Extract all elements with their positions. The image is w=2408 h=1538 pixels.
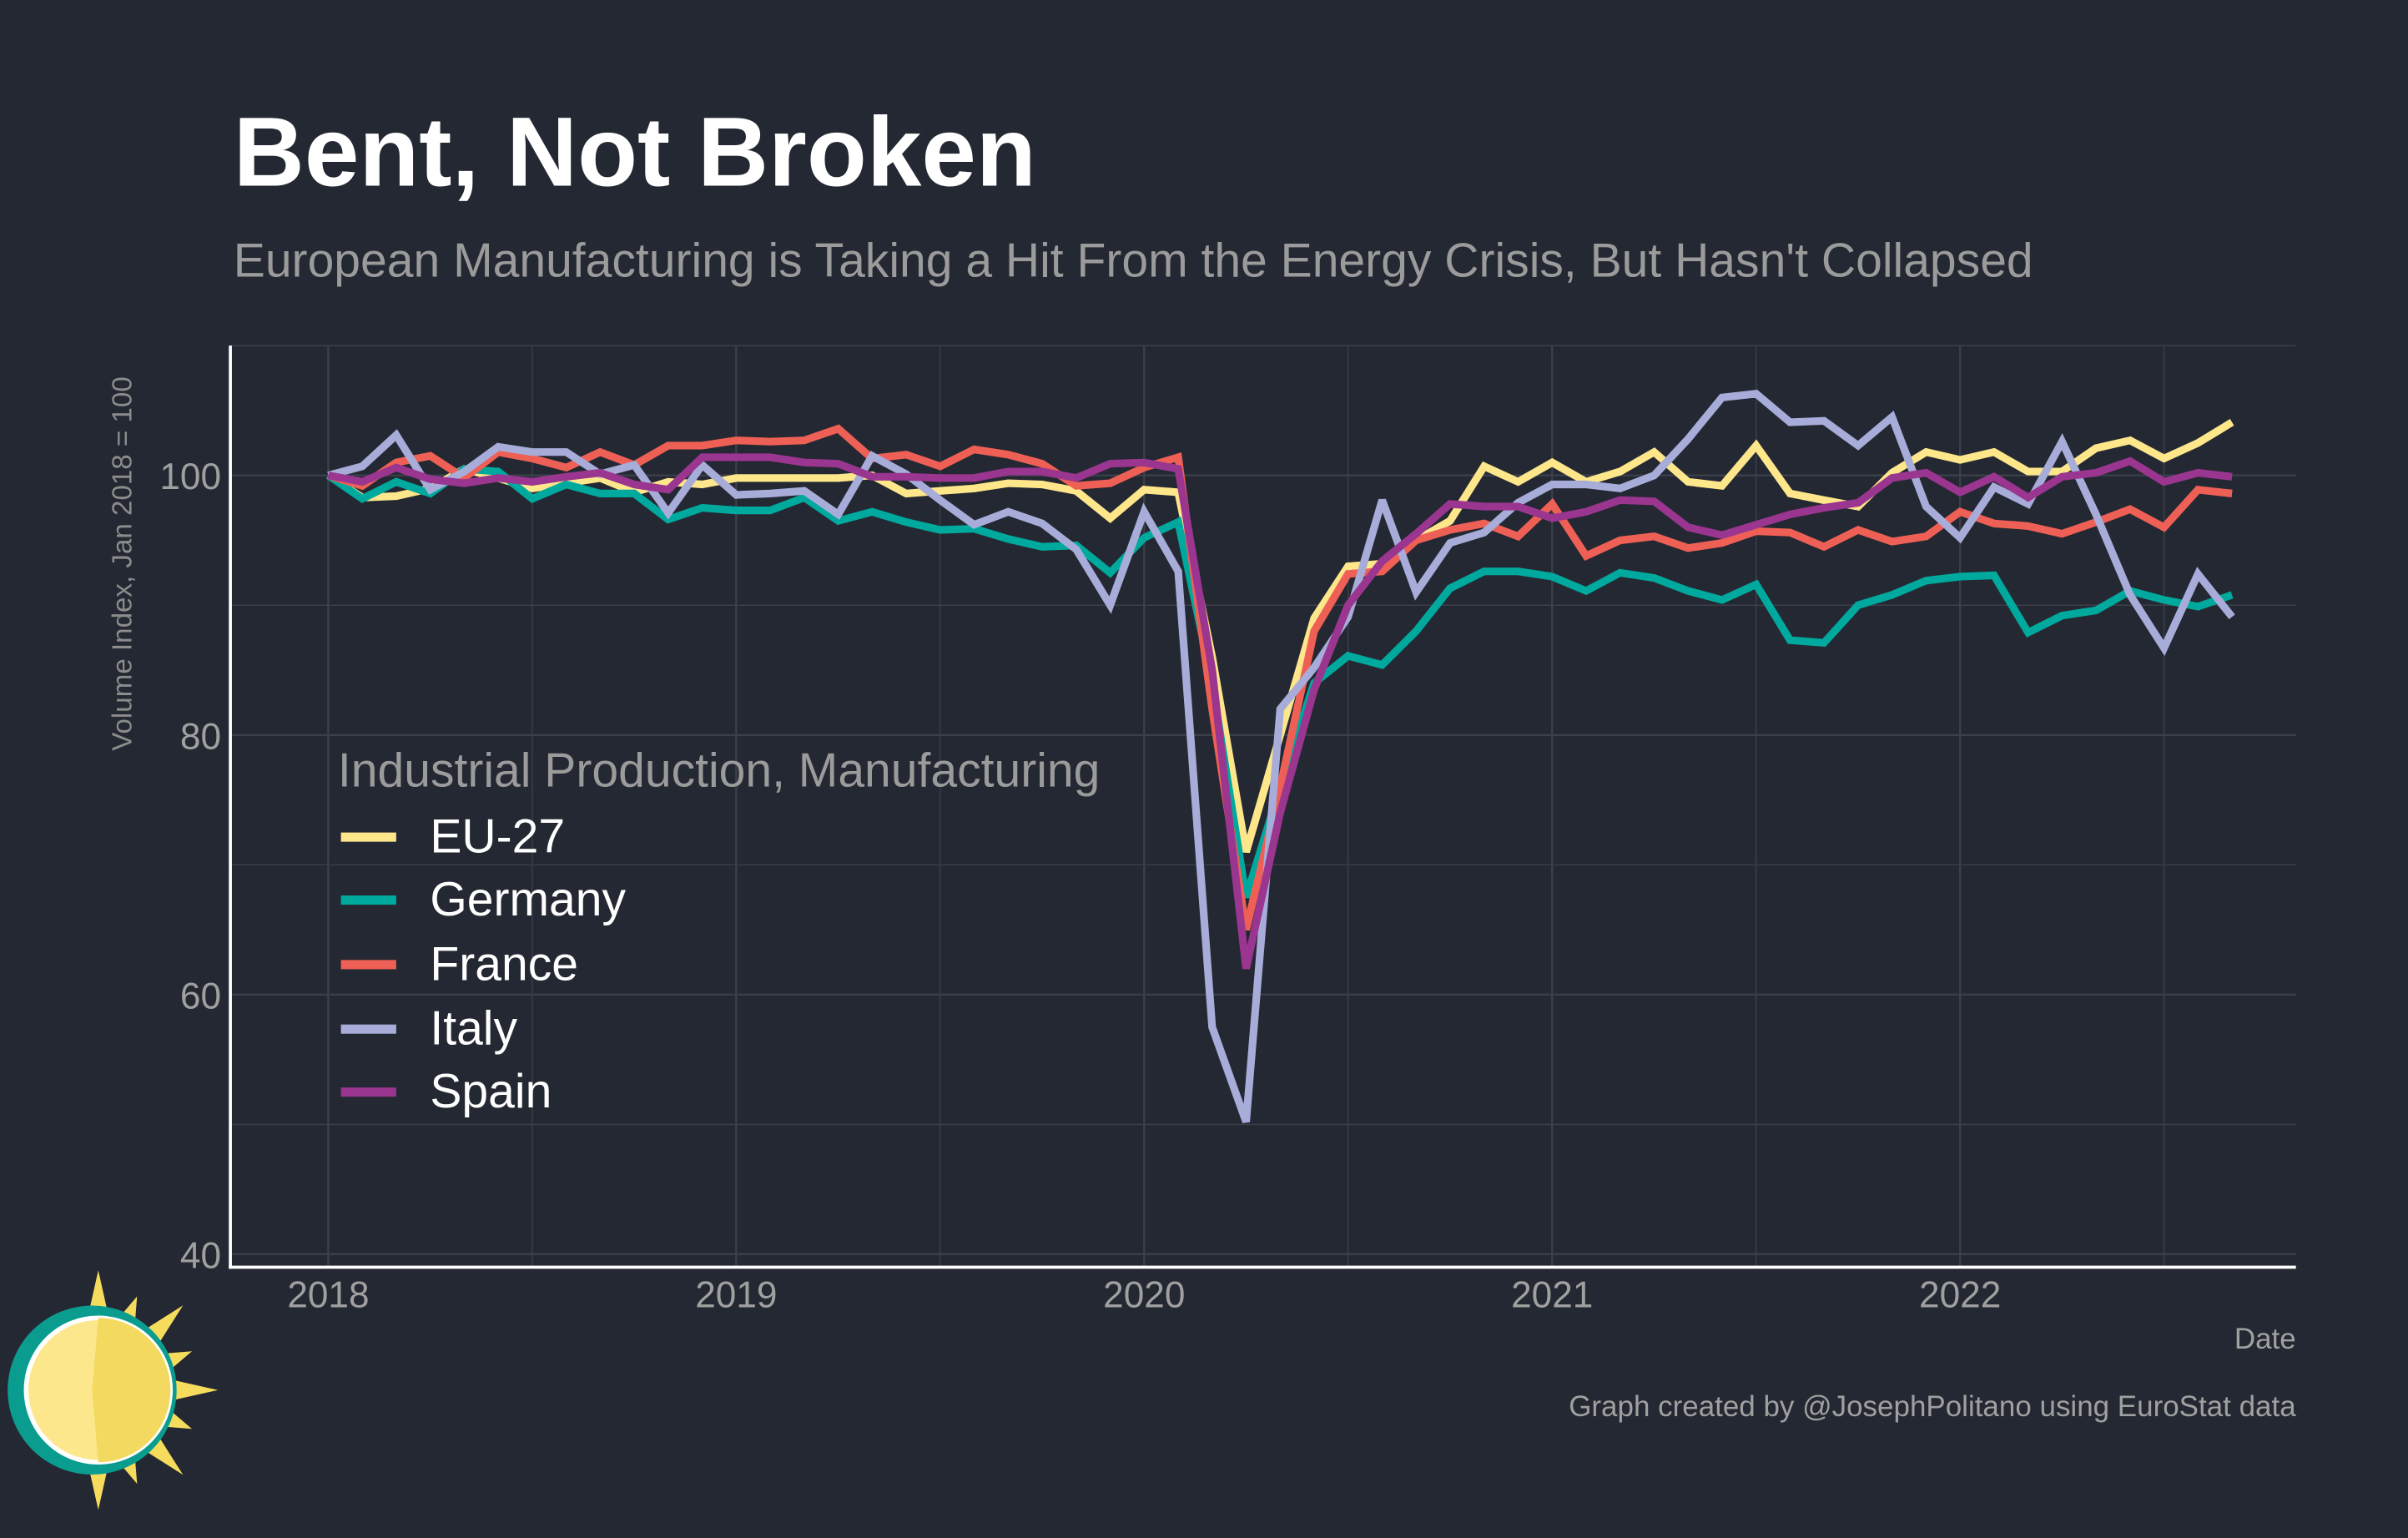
sun-icon <box>8 1270 219 1510</box>
legend-label: France <box>430 936 578 991</box>
legend-label: Germany <box>430 873 627 927</box>
x-tick-label: 2021 <box>1511 1274 1593 1315</box>
legend-item: Spain <box>338 1061 1100 1125</box>
y-tick-label: 80 <box>180 716 221 757</box>
x-tick-label: 2022 <box>1919 1274 2001 1315</box>
x-tick-label: 2018 <box>287 1274 369 1315</box>
legend-item: France <box>338 933 1100 997</box>
legend-swatch <box>340 895 396 905</box>
chart-subtitle: European Manufacturing is Taking a Hit F… <box>233 233 2033 288</box>
x-tick-label: 2020 <box>1103 1274 1185 1315</box>
legend-swatch <box>340 1087 396 1097</box>
series-line-spain <box>327 453 2233 970</box>
source-caption: Graph created by @JosephPolitano using E… <box>1569 1391 2296 1425</box>
legend-label: Italy <box>430 1001 518 1055</box>
x-axis-label: Date <box>2234 1324 2296 1357</box>
legend-swatch <box>340 960 396 970</box>
x-tick-label: 2019 <box>695 1274 777 1315</box>
legend-item: EU-27 <box>338 804 1100 869</box>
legend-swatch <box>340 832 396 842</box>
y-tick-label: 60 <box>180 976 221 1016</box>
legend: Industrial Production, Manufacturing EU-… <box>338 744 1100 1124</box>
legend-title: Industrial Production, Manufacturing <box>337 743 1101 798</box>
legend-item: Italy <box>338 996 1100 1061</box>
series-line-france <box>327 424 2233 931</box>
legend-item: Germany <box>338 869 1100 933</box>
y-tick-label: 100 <box>159 456 221 497</box>
chart-title: Bent, Not Broken <box>233 96 1036 208</box>
legend-label: EU-27 <box>430 809 566 864</box>
legend-swatch <box>340 1023 396 1033</box>
y-tick-label: 40 <box>180 1236 221 1277</box>
y-axis-label: Volume Index, Jan 2018 = 100 <box>106 376 138 751</box>
legend-label: Spain <box>430 1064 552 1119</box>
